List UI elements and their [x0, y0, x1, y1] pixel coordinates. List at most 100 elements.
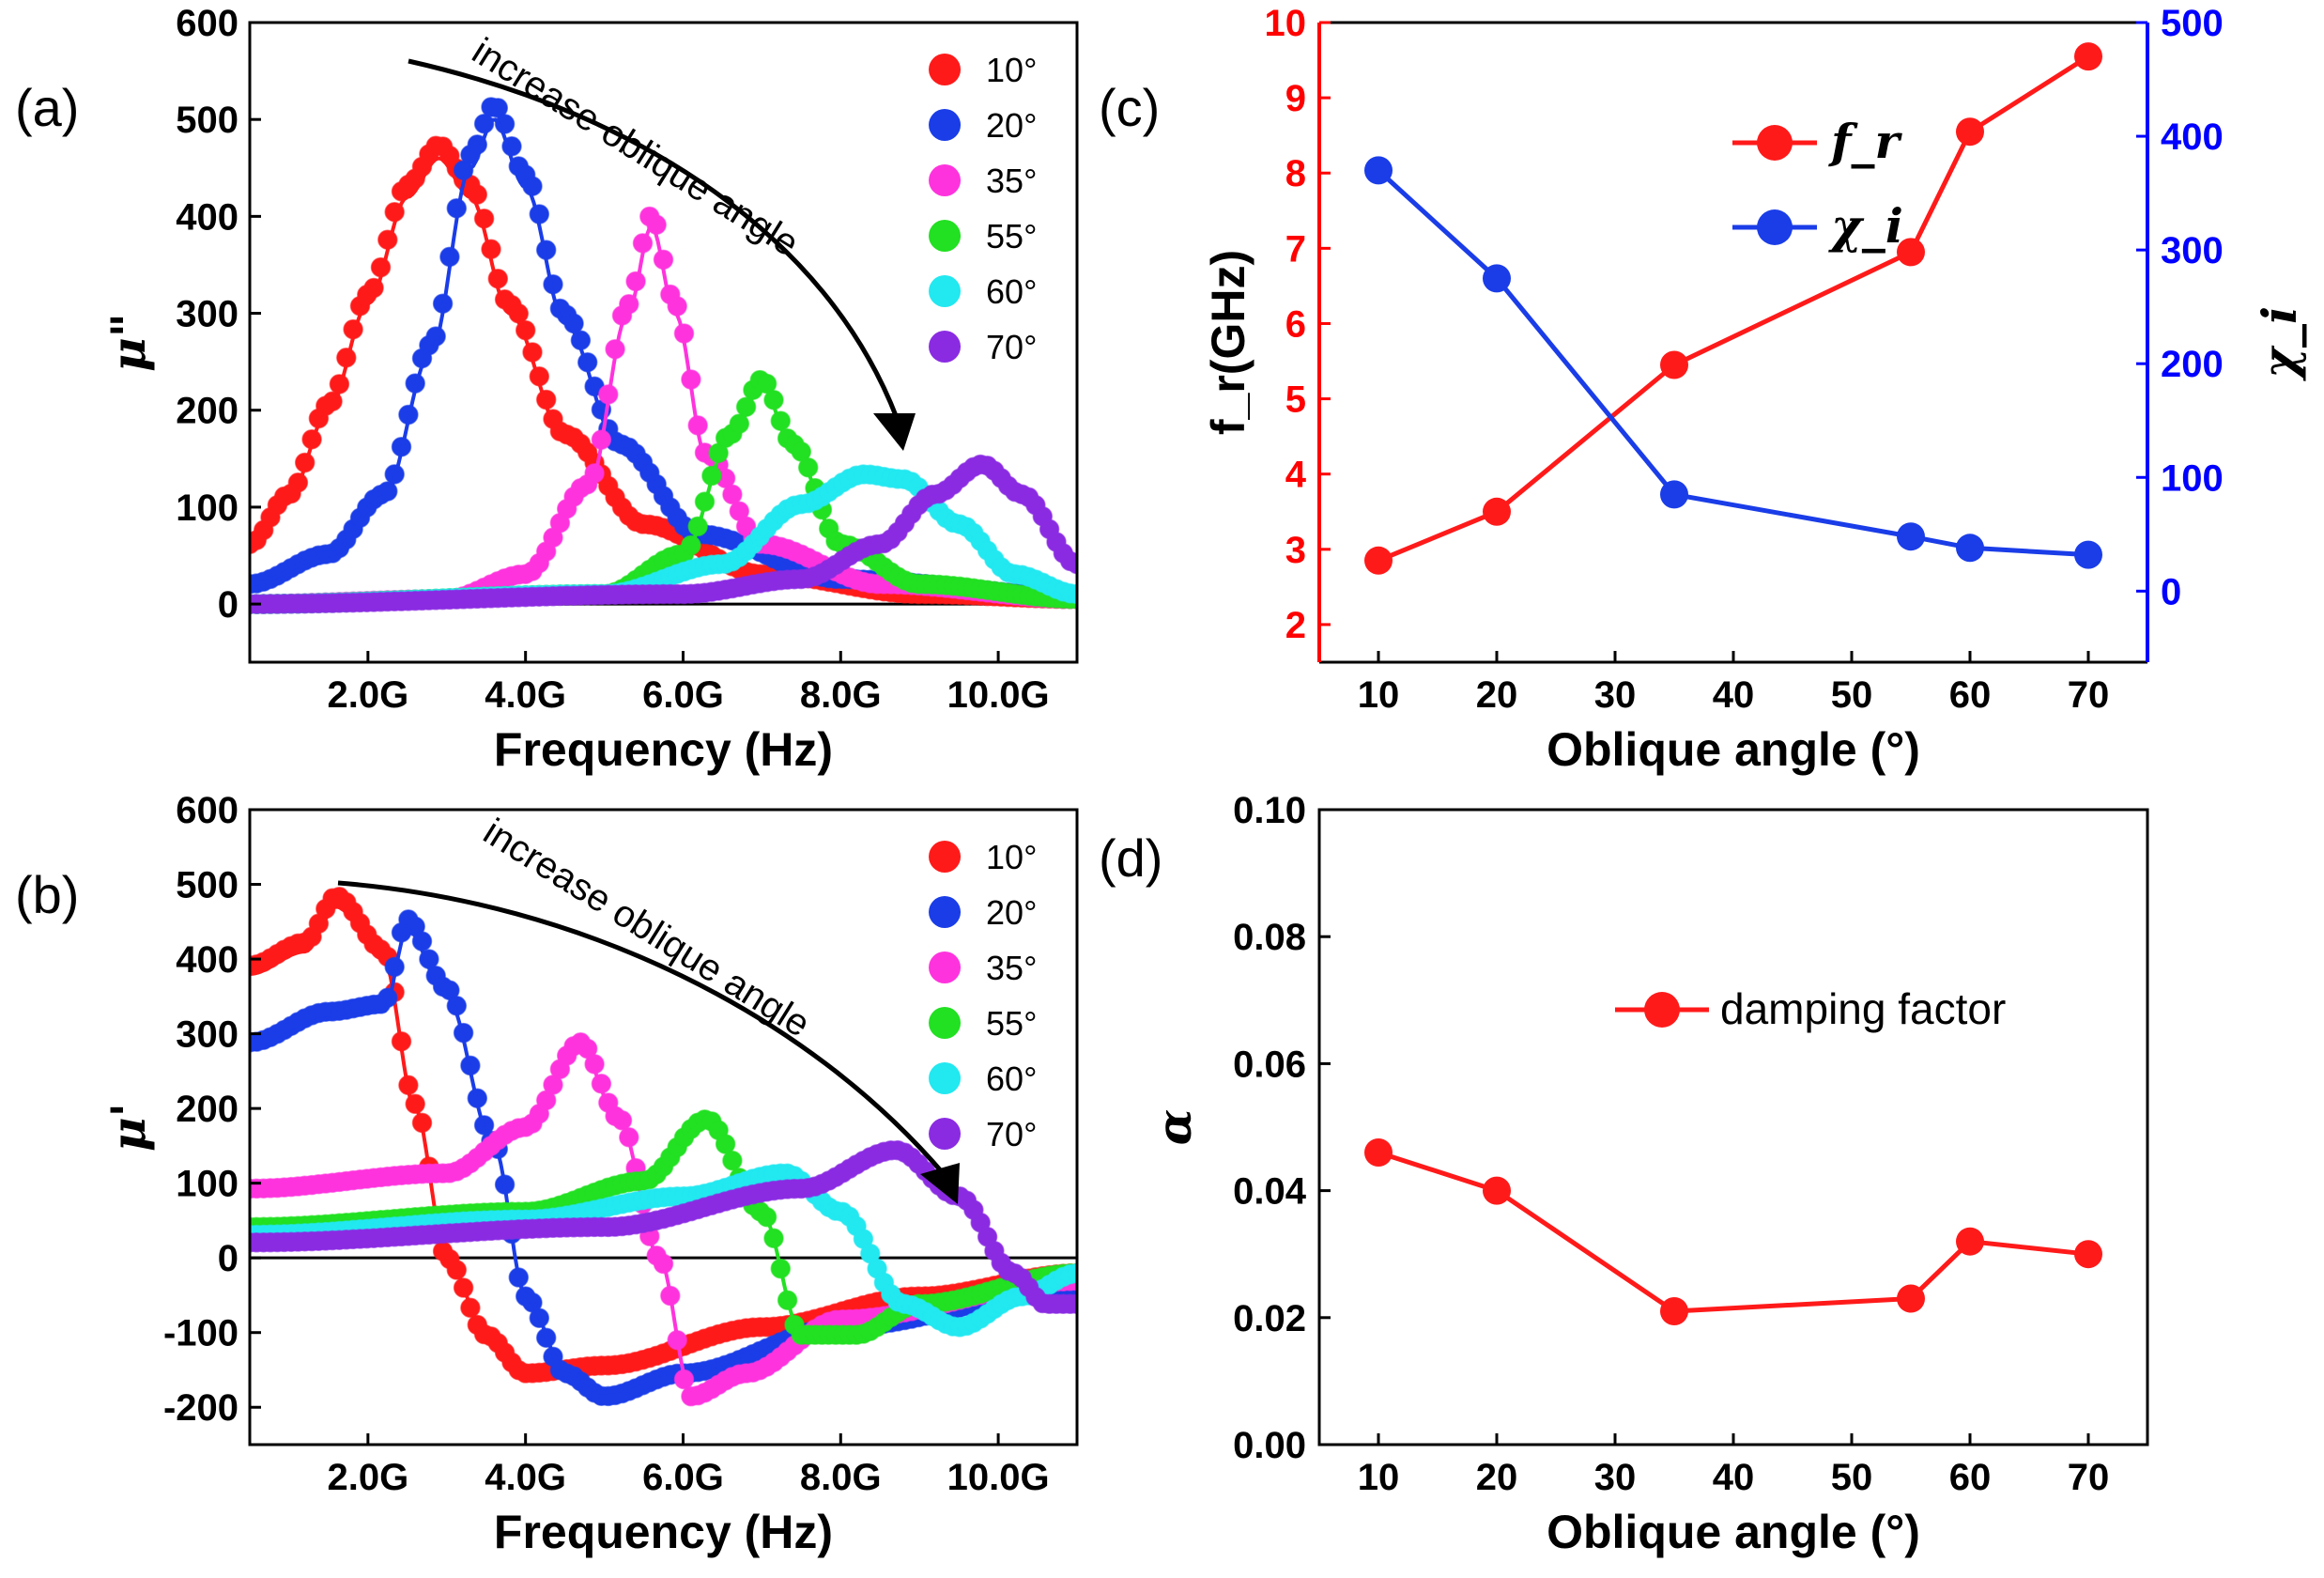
x-tick-label: 4.0G: [485, 674, 566, 716]
x-tick-label: 60: [1949, 1457, 1992, 1498]
data-point: [1660, 480, 1688, 509]
panel-label: (c): [1099, 78, 1160, 137]
y-tick-label: 500: [176, 100, 239, 141]
plot-frame: [1317, 808, 2149, 1446]
y-tick-label: 0.02: [1233, 1298, 1306, 1339]
series-line: [1377, 1150, 2089, 1314]
y-tick-label: 400: [176, 196, 239, 238]
right-y-tick-label: 0: [2161, 571, 2181, 612]
x-tick-label: 6.0G: [642, 674, 724, 716]
data-point: [1956, 534, 1984, 563]
data-point: [1897, 238, 1925, 267]
data-point: [1956, 1227, 1984, 1256]
data-point: [1483, 497, 1511, 526]
legend-label: 70°: [986, 328, 1037, 366]
legend-label: f_r: [1828, 114, 1903, 169]
x-axis-label: Oblique angle (°): [1547, 723, 1920, 776]
series-line: [1377, 168, 2089, 558]
y-tick-label: 600: [176, 3, 239, 44]
x-tick-label: 10: [1358, 1457, 1400, 1498]
series-35deg: [250, 1032, 1077, 1407]
y-axis-label: μ': [100, 1103, 156, 1152]
x-axis-label: Frequency (Hz): [494, 723, 833, 776]
left-y-tick-label: 6: [1285, 303, 1306, 345]
legend-label: 10°: [986, 51, 1037, 89]
series-70deg: [250, 454, 1077, 614]
y-tick-label: 0.06: [1233, 1044, 1306, 1085]
x-tick-label: 70: [2068, 674, 2110, 716]
y-axis-label: α: [1147, 1109, 1202, 1145]
legend-label: 55°: [986, 217, 1037, 255]
data-point: [1956, 117, 1984, 147]
y-tick-label: 0.10: [1233, 790, 1306, 831]
y-tick-label: 0: [218, 1238, 239, 1279]
x-tick-label: 30: [1594, 1457, 1637, 1498]
legend-marker: [929, 109, 962, 141]
right-y-tick-label: 100: [2161, 457, 2224, 499]
x-tick-label: 8.0G: [800, 1457, 882, 1498]
legend-marker: [929, 896, 962, 928]
series-10deg: [250, 135, 1077, 610]
legend-label: 10°: [986, 838, 1037, 876]
legend-marker: [929, 220, 962, 252]
legend-marker: [929, 164, 962, 196]
data-point: [1483, 264, 1511, 293]
data-point: [1364, 546, 1393, 575]
legend-marker: [929, 951, 962, 983]
annotation-arrow: [408, 58, 900, 419]
x-tick-label: 6.0G: [642, 1457, 724, 1498]
x-tick-label: 20: [1476, 674, 1518, 716]
right-y-axis-label: χ_i: [2252, 306, 2307, 381]
data-point: [1897, 522, 1925, 551]
x-tick-label: 40: [1713, 674, 1755, 716]
y-tick-label: 300: [176, 1014, 239, 1056]
x-tick-label: 50: [1831, 674, 1873, 716]
legend-marker: [929, 841, 962, 873]
legend-label: 70°: [986, 1115, 1037, 1153]
legend-label: 35°: [986, 162, 1037, 200]
panel-a: 0 100 200 300 400 500 600 2.0G 4.0G 6.0G 8.0G 10.0G…: [15, 3, 1079, 776]
x-tick-label: 2.0G: [327, 674, 408, 716]
x-tick-label: 30: [1594, 674, 1637, 716]
y-tick-label: 500: [176, 865, 239, 906]
left-y-tick-label: 3: [1285, 530, 1306, 571]
legend-marker: [1757, 125, 1793, 161]
plot-area: [250, 97, 1077, 614]
data-point: [2074, 540, 2102, 569]
panel-label: (a): [15, 78, 79, 137]
panel-label: (b): [15, 865, 79, 924]
series-fr: [1364, 42, 2102, 575]
plot-area: [250, 887, 1077, 1407]
y-tick-label: 100: [176, 487, 239, 529]
y-tick-label: 100: [176, 1164, 239, 1205]
annotation-arrowhead: [920, 1163, 960, 1204]
y-tick-label: 0: [218, 584, 239, 626]
data-point: [2074, 42, 2102, 71]
series-chi: [1364, 156, 2102, 569]
legend-label: 20°: [986, 893, 1037, 932]
y-tick-label: 0.00: [1233, 1425, 1306, 1466]
right-y-tick-label: 200: [2161, 344, 2224, 385]
legend-marker: [1644, 992, 1680, 1028]
right-y-tick-label: 400: [2161, 116, 2224, 158]
legend-marker: [929, 54, 962, 85]
data-point: [1364, 156, 1393, 185]
x-axis-label: Frequency (Hz): [494, 1506, 833, 1558]
left-y-tick-label: 9: [1285, 78, 1306, 119]
left-y-tick-label: 10: [1265, 3, 1307, 44]
legend-marker: [929, 275, 962, 307]
legend-label: damping factor: [1720, 984, 2006, 1033]
legend-label: 60°: [986, 1060, 1037, 1098]
x-tick-label: 50: [1831, 1457, 1873, 1498]
data-point: [467, 184, 488, 205]
x-tick-label: 20: [1476, 1457, 1518, 1498]
legend-label: 20°: [986, 106, 1037, 145]
data-point: [1660, 350, 1688, 379]
series-70deg: [250, 1139, 1077, 1315]
data-point: [2074, 1240, 2102, 1269]
series-damping: [1364, 1138, 2102, 1325]
legend-label: 60°: [986, 272, 1037, 311]
legend-marker: [929, 1062, 962, 1094]
left-y-axis-label: f_r(GHz): [1202, 250, 1254, 435]
